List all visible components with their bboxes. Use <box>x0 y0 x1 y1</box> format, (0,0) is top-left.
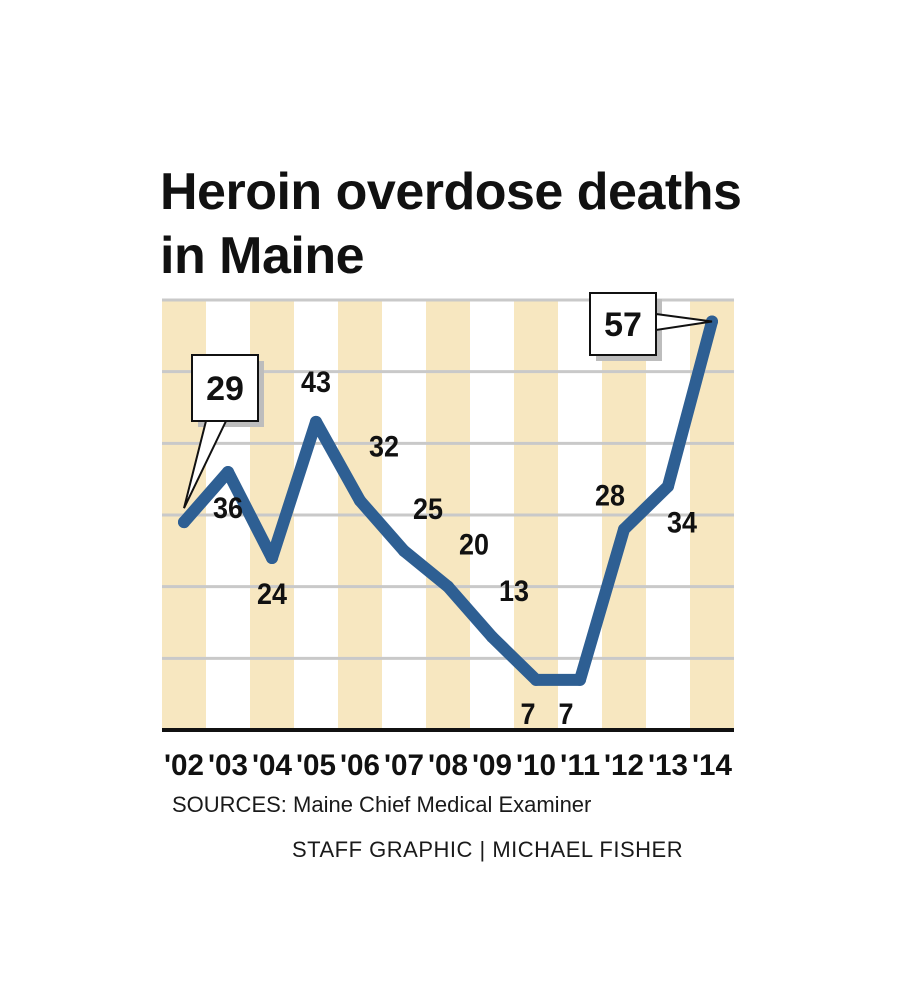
x-tick-label: '02 <box>164 749 204 782</box>
data-point <box>486 630 498 643</box>
x-tick-label: '10 <box>516 749 556 782</box>
x-tick-label: '14 <box>692 749 732 782</box>
data-label: 34 <box>667 506 697 539</box>
x-tick-label: '05 <box>296 749 336 782</box>
x-tick-label: '11 <box>560 749 600 782</box>
callout-last-label: 57 <box>604 306 642 344</box>
sources-note: SOURCES: Maine Chief Medical Examiner <box>172 792 592 817</box>
data-label: 28 <box>595 479 625 512</box>
data-point <box>178 516 190 529</box>
data-point <box>354 494 366 507</box>
data-point <box>310 415 322 428</box>
x-tick-label: '08 <box>428 749 468 782</box>
x-tick-label: '06 <box>340 749 380 782</box>
data-point <box>530 673 542 686</box>
x-tick-label: '09 <box>472 749 512 782</box>
staff-credit: STAFF GRAPHIC | MICHAEL FISHER <box>292 837 684 862</box>
data-label: 32 <box>369 431 399 464</box>
callout-first-box <box>191 354 259 422</box>
data-label: 24 <box>257 578 287 611</box>
data-label: 13 <box>499 575 529 608</box>
data-point <box>618 523 630 536</box>
data-point <box>574 673 586 686</box>
x-tick-label: '13 <box>648 749 688 782</box>
x-tick-label: '03 <box>208 749 248 782</box>
data-label: 7 <box>521 698 536 731</box>
data-label: 43 <box>301 366 331 399</box>
data-label: 36 <box>213 492 243 525</box>
data-label: 7 <box>559 698 574 731</box>
x-tick-label: '07 <box>384 749 424 782</box>
x-tick-label: '04 <box>252 749 292 782</box>
data-point <box>398 544 410 557</box>
data-label: 20 <box>459 529 489 562</box>
data-point <box>266 552 278 564</box>
data-point <box>662 480 674 493</box>
data-label: 25 <box>413 493 443 526</box>
callout-first-label: 29 <box>206 370 244 408</box>
data-point <box>442 580 454 593</box>
chart-title: Heroin overdose deaths in Maine <box>160 163 742 285</box>
x-tick-label: '12 <box>604 749 644 782</box>
data-point <box>222 466 234 478</box>
callout-last-box <box>589 292 657 356</box>
